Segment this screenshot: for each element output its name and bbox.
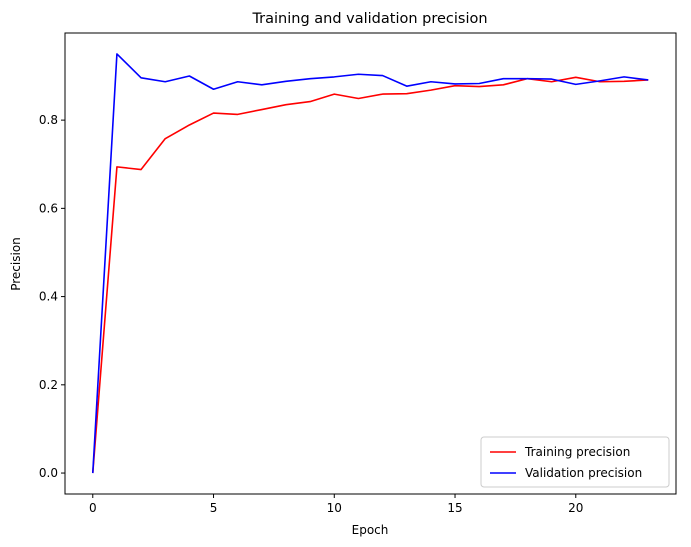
x-tick-label: 10 xyxy=(327,501,342,515)
x-tick-label: 20 xyxy=(568,501,583,515)
x-tick-label: 5 xyxy=(210,501,218,515)
x-tick-label: 15 xyxy=(447,501,462,515)
y-tick-label: 0.4 xyxy=(39,290,58,304)
legend: Training precision Validation precision xyxy=(480,436,670,488)
plot-area-frame xyxy=(64,32,677,495)
chart-title: Training and validation precision xyxy=(251,11,487,27)
x-axis-label: Epoch xyxy=(352,523,389,537)
series-line-training xyxy=(91,76,649,474)
y-axis-label: Precision xyxy=(9,237,23,291)
y-axis: 0.0 0.2 0.4 0.6 0.8 xyxy=(39,113,65,480)
y-tick-label: 0.6 xyxy=(39,201,58,215)
plot-lines xyxy=(91,53,649,474)
y-tick-label: 0.2 xyxy=(39,378,58,392)
legend-label: Validation precision xyxy=(525,466,642,480)
series-line-validation xyxy=(91,53,649,474)
legend-box xyxy=(480,436,670,488)
y-tick-label: 0.0 xyxy=(39,466,58,480)
x-tick-label: 0 xyxy=(89,501,97,515)
x-axis: 0 5 10 15 20 xyxy=(89,494,583,515)
y-tick-label: 0.8 xyxy=(39,113,58,127)
legend-label: Training precision xyxy=(524,445,630,459)
